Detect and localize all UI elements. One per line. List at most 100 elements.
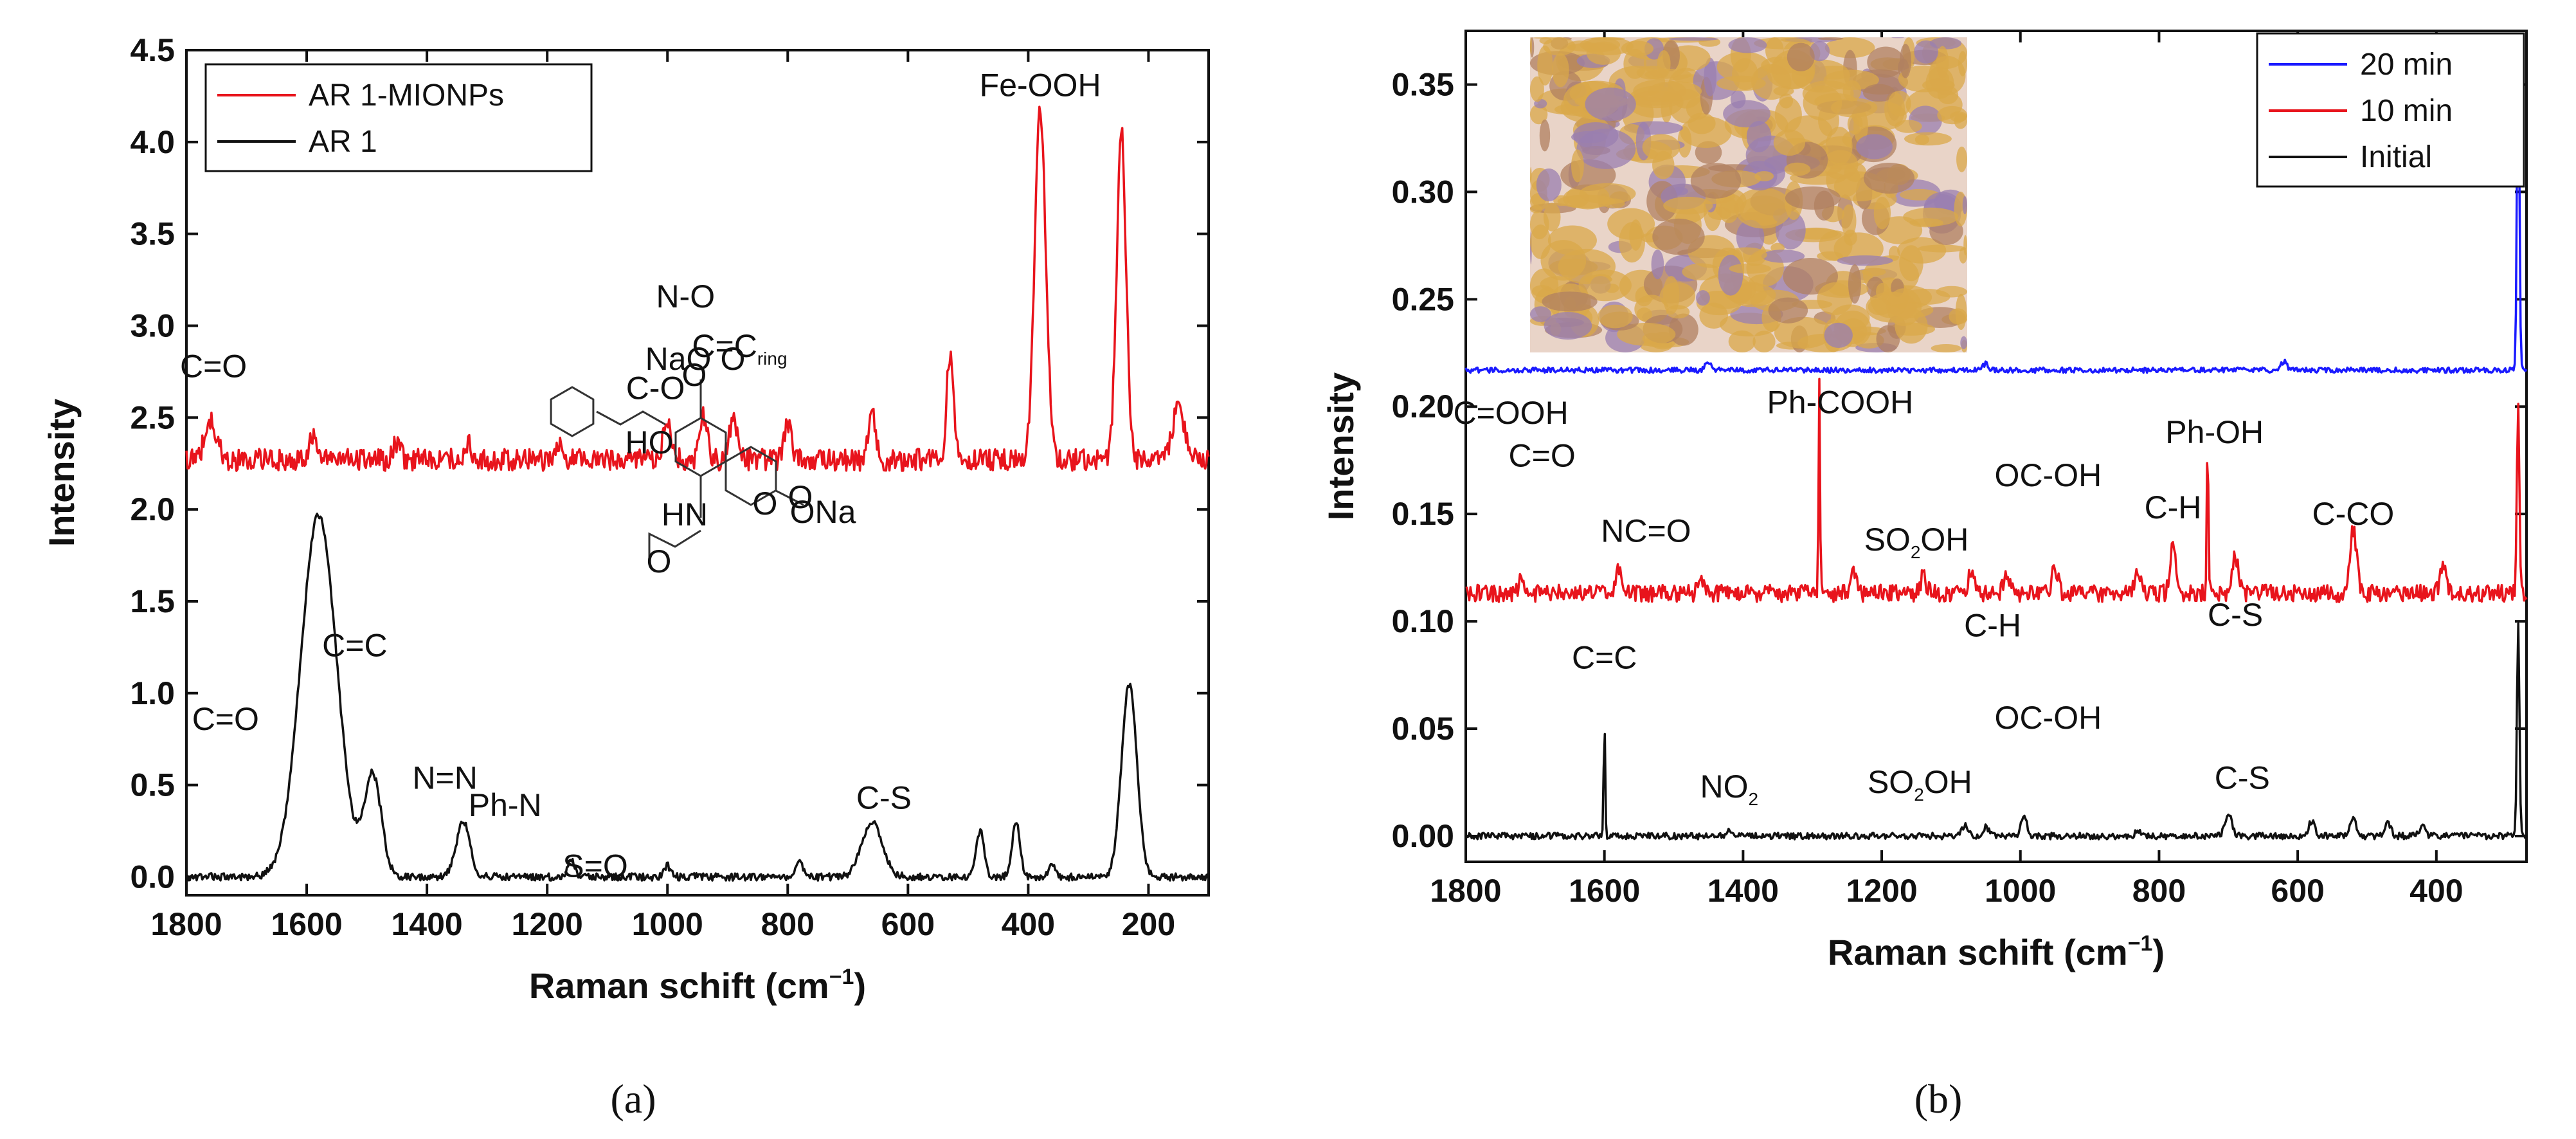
y-tick-label: 1.0 bbox=[130, 675, 175, 711]
inset-particle bbox=[1900, 43, 1911, 78]
peak-annotation: OC-OH bbox=[1995, 457, 2102, 493]
y-tick-label: 0.20 bbox=[1392, 388, 1454, 424]
peak-annotation: C-H bbox=[1964, 607, 2021, 643]
x-tick-label: 1800 bbox=[1430, 873, 1501, 909]
inset-particle bbox=[1544, 311, 1592, 340]
series-line-Initial bbox=[1464, 622, 2528, 841]
inset-particle bbox=[1531, 285, 1553, 297]
sulfonate-bond-2 bbox=[775, 489, 804, 506]
inset-particle bbox=[1728, 37, 1767, 53]
inset-particle bbox=[1530, 76, 1544, 102]
inset-particle bbox=[1704, 57, 1716, 96]
x-tick-label: 1800 bbox=[150, 906, 222, 942]
inset-particle bbox=[1931, 343, 1961, 353]
inset-particle bbox=[1729, 263, 1771, 274]
y-tick-label: 4.0 bbox=[130, 124, 175, 160]
peak-annotation: C-H bbox=[2145, 489, 2202, 525]
inset-particle bbox=[1699, 302, 1729, 329]
y-tick-label: 0.5 bbox=[130, 767, 175, 803]
peak-annotation: C=OOH bbox=[1453, 395, 1568, 431]
x-tick-label: 800 bbox=[761, 906, 815, 942]
molecule-label: O bbox=[647, 543, 672, 579]
inset-particle bbox=[1958, 51, 1968, 77]
x-tick-label: 1200 bbox=[512, 906, 583, 942]
inset-particle bbox=[1956, 146, 1967, 172]
x-tick-label: 400 bbox=[2409, 873, 2463, 909]
legend-label: AR 1 bbox=[309, 125, 377, 159]
panel-caption: (b) bbox=[1914, 1076, 1963, 1122]
y-tick-label: 2.5 bbox=[130, 399, 175, 435]
inset-particle bbox=[1960, 336, 1967, 350]
x-tick-label: 800 bbox=[2132, 873, 2186, 909]
inset-particle bbox=[1899, 245, 1923, 282]
inset-particle bbox=[1623, 49, 1647, 79]
y-tick-label: 0.0 bbox=[130, 859, 175, 895]
inset-particle bbox=[1530, 205, 1543, 214]
molecule-label: O bbox=[753, 486, 778, 522]
legend-label: 20 min bbox=[2360, 48, 2453, 82]
inset-particle bbox=[1891, 37, 1905, 39]
inset-particle bbox=[1582, 37, 1634, 55]
y-tick-label: 0.00 bbox=[1392, 818, 1454, 854]
inset-particle bbox=[1543, 203, 1561, 232]
inset-particle bbox=[1607, 208, 1655, 240]
peak-annotation: N-O bbox=[656, 278, 715, 314]
x-tick-label: 1600 bbox=[1569, 873, 1640, 909]
inset-particle bbox=[1666, 305, 1690, 319]
inset-particle bbox=[1856, 134, 1893, 159]
inset-particle bbox=[1784, 162, 1811, 176]
inset-particle bbox=[1841, 204, 1857, 238]
inset-particle bbox=[1579, 183, 1636, 205]
inset-particle bbox=[1783, 257, 1838, 295]
y-tick-label: 1.5 bbox=[130, 583, 175, 619]
molecule-label: O bbox=[788, 479, 813, 515]
molecule-label: NaO bbox=[645, 341, 712, 377]
inset-particle bbox=[1842, 80, 1862, 102]
inset-particle bbox=[1734, 187, 1792, 229]
inset-particle bbox=[1690, 163, 1742, 199]
molecule-label: O bbox=[682, 357, 707, 393]
inset-particle bbox=[1837, 255, 1893, 266]
peak-annotation: SO2OH bbox=[1868, 764, 1972, 805]
legend-label: 10 min bbox=[2360, 94, 2453, 128]
x-tick-label: 1400 bbox=[1707, 873, 1779, 909]
inset-particle bbox=[1657, 50, 1671, 78]
inset-particle bbox=[1895, 308, 1928, 344]
molecule-label: O bbox=[721, 341, 746, 377]
peak-annotation: C=O bbox=[1509, 438, 1576, 474]
y-tick-label: 2.0 bbox=[130, 491, 175, 527]
y-tick-label: 0.25 bbox=[1392, 281, 1454, 317]
inset-particle bbox=[1904, 132, 1952, 146]
peak-annotation: C=Cring bbox=[692, 328, 787, 369]
inset-particle bbox=[1937, 105, 1967, 125]
inset-particle bbox=[1719, 197, 1739, 224]
x-tick-label: 1000 bbox=[1985, 873, 2056, 909]
inset-particle bbox=[1651, 250, 1664, 280]
inset-particle bbox=[1774, 96, 1802, 133]
x-axis-label: Raman schift (cm−1) bbox=[529, 965, 866, 1006]
series-line-10-min bbox=[1465, 378, 2528, 603]
inset-particle bbox=[1830, 98, 1878, 118]
peak-annotation: C-S bbox=[2208, 597, 2263, 633]
peak-annotation: S=O bbox=[563, 848, 627, 884]
inset-particle bbox=[1787, 42, 1815, 71]
inset-particle bbox=[1949, 308, 1968, 325]
peak-annotation: C-S bbox=[2215, 760, 2270, 796]
y-tick-label: 3.5 bbox=[130, 216, 175, 252]
inset-particle bbox=[1728, 330, 1756, 353]
y-tick-label: 0.05 bbox=[1392, 711, 1454, 747]
peak-annotation: C=O bbox=[180, 348, 247, 384]
inset-particle bbox=[1824, 322, 1853, 348]
inset-particle bbox=[1696, 290, 1710, 306]
x-tick-label: 1200 bbox=[1846, 873, 1917, 909]
molecule-label: HN bbox=[662, 497, 708, 533]
inset-particle bbox=[1876, 325, 1900, 352]
y-tick-label: 3.0 bbox=[130, 307, 175, 343]
series-line-AR-1 bbox=[185, 513, 1210, 882]
inset-particle bbox=[1571, 149, 1584, 183]
peak-annotation: C=C bbox=[322, 628, 387, 664]
legend: 20 min 10 min Initial bbox=[2256, 32, 2525, 188]
x-tick-label: 600 bbox=[2271, 873, 2324, 909]
inset-particle bbox=[1803, 85, 1842, 121]
